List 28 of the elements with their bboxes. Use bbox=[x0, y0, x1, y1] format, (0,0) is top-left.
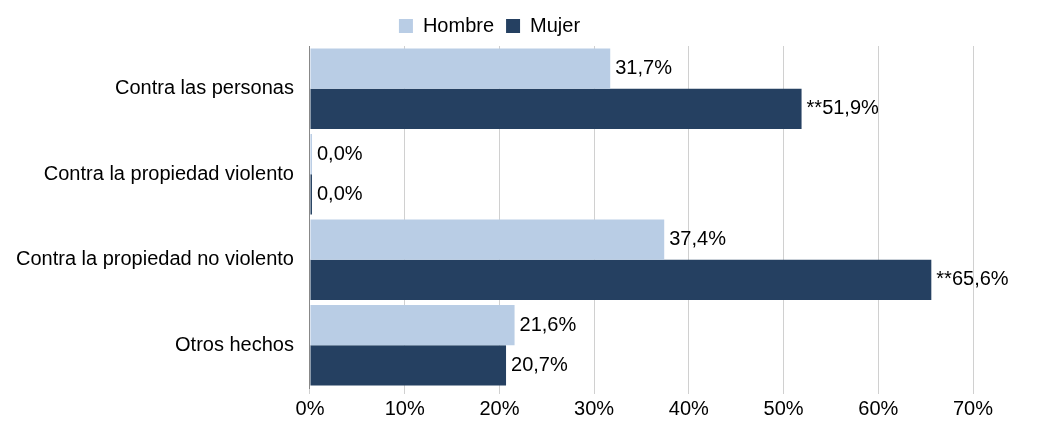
data-label: 20,7% bbox=[511, 352, 568, 375]
data-label: 31,7% bbox=[615, 56, 673, 79]
bar bbox=[310, 48, 611, 89]
bar bbox=[310, 219, 665, 260]
x-tick-label: 40% bbox=[668, 396, 710, 419]
x-tick-label: 50% bbox=[763, 396, 804, 419]
y-tick-label: Contra la propiedad violento bbox=[43, 161, 294, 184]
x-tick-label: 20% bbox=[479, 396, 520, 419]
y-tick-label: Contra la propiedad no violento bbox=[16, 247, 294, 270]
data-label: **51,9% bbox=[806, 96, 880, 119]
bar bbox=[310, 305, 515, 346]
x-tick-label: 0% bbox=[295, 396, 325, 419]
x-tick-label: 60% bbox=[858, 396, 899, 419]
x-tick-label: 30% bbox=[574, 396, 615, 419]
bar bbox=[310, 259, 932, 300]
data-label: **65,6% bbox=[936, 267, 1009, 290]
data-label: 37,4% bbox=[669, 227, 727, 250]
data-label: 21,6% bbox=[519, 312, 577, 335]
y-tick-label: Otros hechos bbox=[175, 332, 294, 355]
x-tick-label: 10% bbox=[384, 396, 425, 419]
bar bbox=[310, 345, 507, 386]
data-label: 0,0% bbox=[316, 141, 363, 164]
data-label: 0,0% bbox=[316, 181, 363, 204]
bar bbox=[310, 88, 802, 129]
legend-label: Mujer bbox=[530, 13, 581, 36]
x-tick-label: 70% bbox=[952, 396, 994, 419]
legend-label: Hombre bbox=[422, 13, 495, 36]
y-tick-label: Contra las personas bbox=[114, 76, 294, 99]
